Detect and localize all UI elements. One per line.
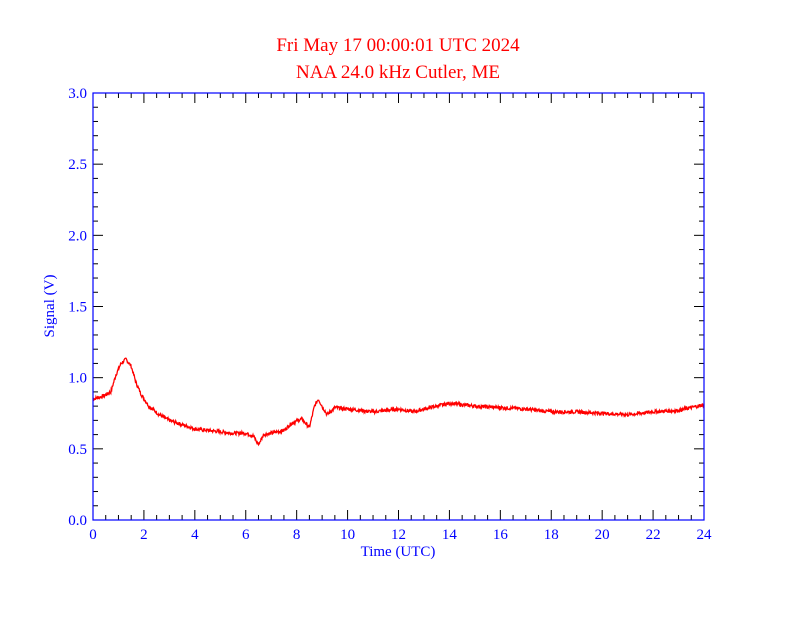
y-tick-label: 2.0 bbox=[68, 228, 87, 244]
x-tick-label: 4 bbox=[191, 527, 199, 543]
x-tick-label: 24 bbox=[697, 527, 713, 543]
y-axis-label: Signal (V) bbox=[42, 275, 58, 338]
x-tick-label: 8 bbox=[293, 527, 301, 543]
chart-subtitle: NAA 24.0 kHz Cutler, ME bbox=[296, 62, 500, 83]
x-tick-label: 6 bbox=[242, 527, 250, 543]
y-tick-label: 3.0 bbox=[68, 86, 87, 102]
y-tick-label: 2.5 bbox=[68, 157, 87, 173]
x-tick-label: 20 bbox=[595, 527, 610, 543]
x-tick-label: 18 bbox=[544, 527, 559, 543]
x-tick-label: 2 bbox=[140, 527, 148, 543]
y-tick-label: 1.0 bbox=[68, 371, 87, 387]
chart-title: Fri May 17 00:00:01 UTC 2024 bbox=[276, 35, 520, 56]
x-tick-label: 16 bbox=[493, 527, 509, 543]
x-tick-label: 10 bbox=[340, 527, 355, 543]
x-tick-label: 0 bbox=[89, 527, 97, 543]
x-axis-label: Time (UTC) bbox=[361, 544, 436, 560]
y-tick-label: 0.5 bbox=[68, 442, 87, 458]
y-tick-label: 1.5 bbox=[68, 300, 87, 316]
plot-frame bbox=[92, 92, 705, 521]
x-tick-label: 12 bbox=[391, 527, 406, 543]
x-tick-label: 22 bbox=[646, 527, 661, 543]
x-tick-label: 14 bbox=[442, 527, 458, 543]
signal-line bbox=[92, 357, 705, 447]
y-tick-label: 0.0 bbox=[68, 513, 87, 529]
